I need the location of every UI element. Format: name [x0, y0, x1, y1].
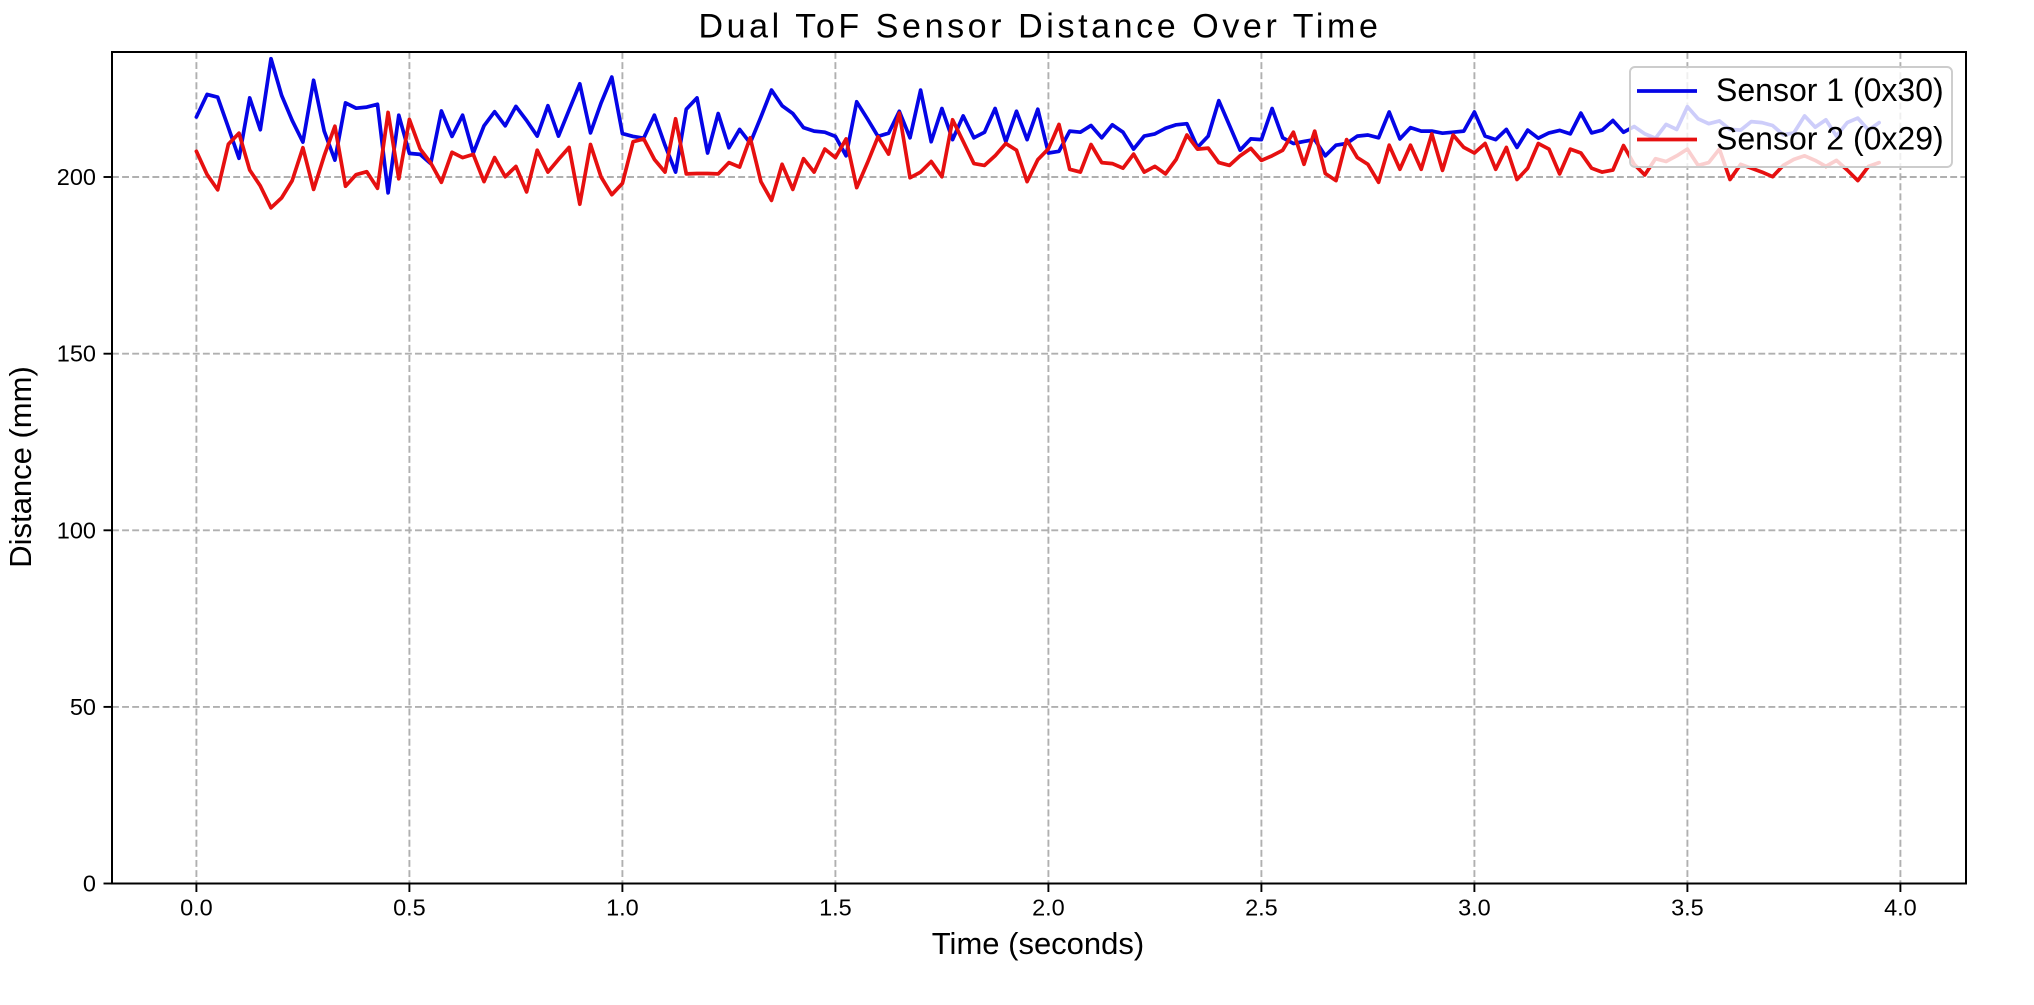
svg-text:100: 100	[57, 517, 96, 543]
svg-text:Time (seconds): Time (seconds)	[932, 926, 1144, 961]
svg-text:2.5: 2.5	[1245, 895, 1278, 921]
svg-text:Dual ToF Sensor Distance Over: Dual ToF Sensor Distance Over Time	[699, 8, 1382, 46]
svg-text:Sensor 1 (0x30): Sensor 1 (0x30)	[1716, 72, 1944, 108]
svg-text:0: 0	[83, 871, 96, 897]
svg-text:1.0: 1.0	[606, 895, 639, 921]
svg-text:50: 50	[70, 694, 96, 720]
svg-text:200: 200	[57, 164, 96, 190]
svg-text:0.5: 0.5	[393, 895, 426, 921]
svg-text:150: 150	[57, 341, 96, 367]
svg-text:3.0: 3.0	[1458, 895, 1491, 921]
svg-text:4.0: 4.0	[1884, 895, 1917, 921]
svg-text:0.0: 0.0	[180, 895, 213, 921]
svg-text:1.5: 1.5	[819, 895, 852, 921]
svg-text:Sensor 2 (0x29): Sensor 2 (0x29)	[1716, 121, 1944, 157]
svg-text:2.0: 2.0	[1032, 895, 1065, 921]
svg-text:3.5: 3.5	[1671, 895, 1704, 921]
svg-text:Distance (mm): Distance (mm)	[3, 366, 38, 568]
